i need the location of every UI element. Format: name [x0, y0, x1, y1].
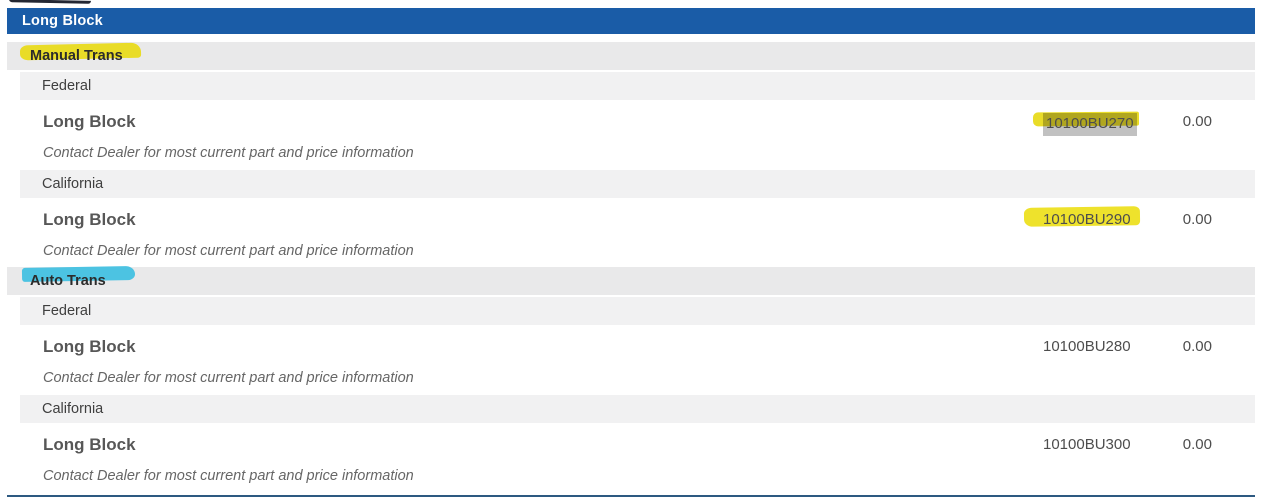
region-header-federal[interactable]: Federal — [20, 297, 1255, 325]
region-header-federal[interactable]: Federal — [20, 72, 1255, 100]
section-header-auto-trans[interactable]: Auto Trans — [7, 266, 1255, 295]
region-header-california[interactable]: California — [20, 395, 1255, 423]
region-header-california[interactable]: California — [20, 170, 1255, 198]
region-label: California — [42, 401, 104, 417]
part-row[interactable]: Long Block 10100BU270 0.00 — [43, 111, 1255, 136]
part-number[interactable]: 10100BU280 — [1043, 338, 1131, 355]
part-name: Long Block — [43, 435, 136, 454]
part-row[interactable]: Long Block 10100BU280 0.00 — [43, 337, 1255, 357]
part-row[interactable]: Long Block 10100BU300 0.00 — [43, 435, 1255, 455]
part-number[interactable]: 10100BU300 — [1043, 436, 1131, 453]
part-row[interactable]: Long Block 10100BU290 0.00 — [43, 206, 1255, 230]
part-number[interactable]: 10100BU290 — [1023, 206, 1140, 229]
dealer-note: Contact Dealer for most current part and… — [43, 243, 414, 259]
part-name: Long Block — [43, 337, 136, 356]
dealer-note: Contact Dealer for most current part and… — [43, 145, 414, 161]
category-header-bar[interactable]: Long Block — [7, 8, 1255, 34]
section-header-manual-trans[interactable]: Manual Trans — [7, 42, 1255, 70]
part-price: 0.00 — [1182, 113, 1212, 130]
section-label: Manual Trans — [30, 48, 123, 64]
region-label: Federal — [42, 78, 92, 94]
part-price: 0.00 — [1182, 436, 1212, 453]
part-price: 0.00 — [1182, 338, 1212, 355]
dealer-note: Contact Dealer for most current part and… — [43, 370, 414, 386]
bottom-divider — [7, 495, 1255, 497]
part-number[interactable]: 10100BU270 — [1032, 111, 1139, 136]
section-label: Auto Trans — [30, 273, 106, 289]
region-label: California — [42, 176, 104, 192]
category-header-title: Long Block — [22, 13, 103, 29]
part-name: Long Block — [43, 112, 136, 131]
text-selection-highlight: 10100BU270 — [1043, 113, 1137, 136]
dealer-note: Contact Dealer for most current part and… — [43, 468, 414, 484]
part-price: 0.00 — [1182, 211, 1212, 228]
screenshot-pen-mark — [8, 0, 92, 4]
part-name: Long Block — [43, 210, 136, 229]
region-label: Federal — [42, 303, 92, 319]
